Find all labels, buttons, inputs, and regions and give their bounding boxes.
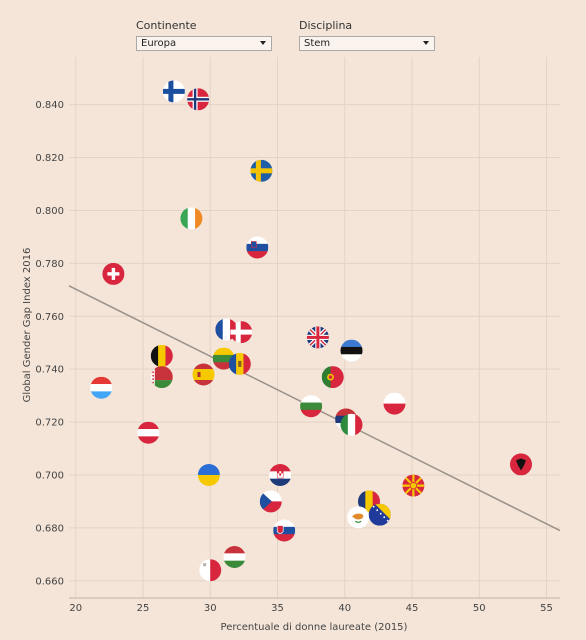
x-tick-label: 45 — [406, 603, 419, 614]
y-tick-label: 0.840 — [35, 100, 64, 111]
croatia-flag[interactable] — [269, 464, 292, 486]
data-points — [90, 80, 532, 582]
x-tick-label: 55 — [540, 603, 553, 614]
macedonia-flag[interactable] — [402, 474, 425, 497]
y-tick-label: 0.680 — [35, 523, 64, 534]
bosnia-flag[interactable] — [368, 503, 391, 526]
lithuania-flag[interactable] — [212, 347, 235, 370]
ukraine-flag[interactable] — [197, 464, 220, 486]
x-tick-label: 50 — [473, 603, 486, 614]
y-tick-label: 0.760 — [35, 312, 64, 323]
y-tick-label: 0.720 — [35, 418, 64, 429]
axes: 20 25 30 35 40 45 50 55 0.660 0.680 0.700 0.720 0.74… — [35, 100, 560, 614]
estonia-flag[interactable] — [340, 339, 363, 362]
italy-flag[interactable] — [340, 413, 363, 436]
x-axis-label: Percentuale di donne laureate (2015) — [221, 622, 408, 633]
x-tick-label: 30 — [204, 603, 217, 614]
x-tick-label: 20 — [69, 603, 82, 614]
x-tick-label: 25 — [137, 603, 150, 614]
sweden-flag[interactable] — [250, 159, 273, 182]
denmark-flag[interactable] — [230, 321, 253, 344]
hungary-flag[interactable] — [223, 546, 246, 568]
finland-flag[interactable] — [162, 80, 185, 103]
norway-flag[interactable] — [187, 88, 210, 111]
portugal-flag[interactable] — [321, 366, 344, 389]
poland-flag[interactable] — [383, 392, 406, 415]
belgium-flag[interactable] — [150, 344, 173, 367]
malta-flag[interactable] — [199, 559, 222, 582]
slovenia-flag[interactable] — [246, 236, 269, 259]
continent-select-value: Europa — [141, 38, 177, 49]
spain-flag[interactable] — [192, 363, 215, 386]
bulgaria-flag[interactable] — [300, 395, 323, 418]
switzerland-flag[interactable] — [102, 262, 125, 285]
luxembourg-flag[interactable] — [90, 376, 113, 399]
y-axis-label: Global Gender Gap Index 2016 — [22, 248, 33, 403]
continent-select[interactable]: Europa — [136, 36, 272, 51]
y-tick-label: 0.800 — [35, 206, 64, 217]
albania-flag[interactable] — [510, 453, 532, 476]
dropdown-arrow-icon — [260, 41, 266, 45]
moldova-flag[interactable] — [228, 352, 251, 375]
uk-flag[interactable] — [306, 326, 329, 349]
y-tick-label: 0.740 — [35, 365, 64, 376]
belarus-flag[interactable] — [150, 366, 173, 389]
dropdown-arrow-icon — [423, 41, 429, 45]
y-tick-label: 0.660 — [35, 576, 64, 587]
slovakia-flag[interactable] — [273, 519, 296, 542]
x-tick-label: 40 — [338, 603, 351, 614]
czech-flag[interactable] — [259, 490, 282, 513]
austria-flag[interactable] — [137, 421, 160, 444]
romania-flag[interactable] — [358, 490, 380, 513]
x-tick-label: 35 — [271, 603, 284, 614]
ireland-flag[interactable] — [180, 207, 203, 230]
y-tick-label: 0.820 — [35, 153, 64, 164]
discipline-select-value: Stem — [304, 38, 331, 49]
continent-label: Continente — [136, 19, 197, 32]
discipline-select[interactable]: Stem — [299, 36, 435, 51]
y-tick-label: 0.700 — [35, 470, 64, 481]
cyprus-flag[interactable] — [347, 506, 370, 529]
y-tick-label: 0.780 — [35, 259, 64, 270]
discipline-label: Disciplina — [299, 19, 353, 32]
